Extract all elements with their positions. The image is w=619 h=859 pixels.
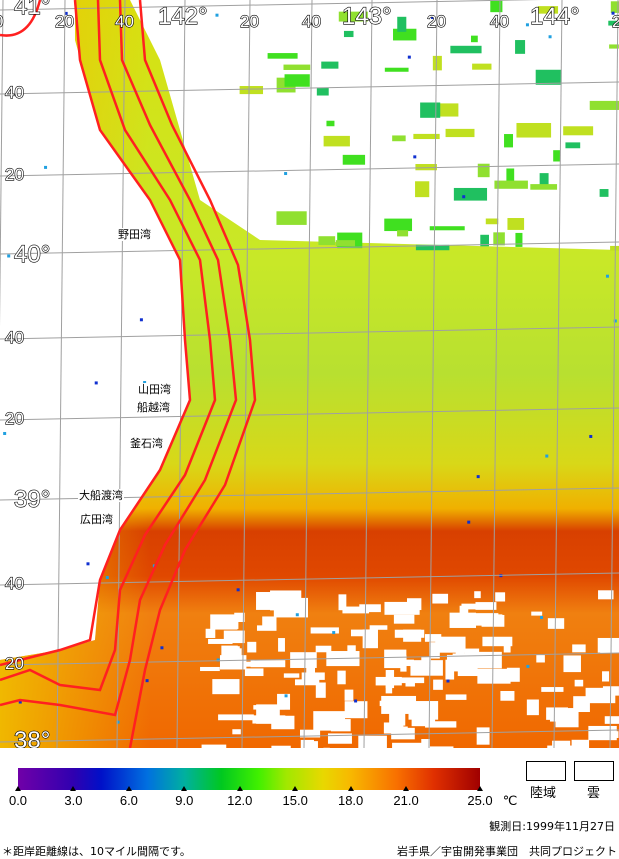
longitude-label: 20 <box>55 12 74 31</box>
temperature-colorbar <box>18 768 480 790</box>
colorbar-tick <box>348 786 354 791</box>
colorbar-tick <box>237 786 243 791</box>
colorbar-tick <box>403 786 409 791</box>
land-legend-swatch <box>526 761 566 781</box>
latitude-label: 20 <box>5 165 24 184</box>
colorbar-tick-label: 12.0 <box>227 793 252 808</box>
colorbar-tick <box>70 786 76 791</box>
colorbar-tick-label: 6.0 <box>120 793 138 808</box>
colorbar-tick-label: 18.0 <box>338 793 363 808</box>
latitude-label: 41° <box>14 0 50 20</box>
longitude-line <box>57 0 65 748</box>
colorbar-tick <box>126 786 132 791</box>
colorbar-tick-label: 9.0 <box>175 793 193 808</box>
cloud-legend-label: 雲 <box>587 782 600 801</box>
latitude-label: 40° <box>14 241 50 268</box>
colorbar-tick-label: 25.0 <box>467 793 492 808</box>
colorbar-tick <box>181 786 187 791</box>
latitude-label: 39° <box>14 486 50 513</box>
colorbar-tick-label: 3.0 <box>64 793 82 808</box>
coastal-warm-band <box>0 0 300 748</box>
colorbar-unit: ℃ <box>503 793 518 809</box>
latitude-label: 40 <box>5 328 24 347</box>
latitude-label: 40 <box>5 574 24 593</box>
longitude-line <box>0 0 3 748</box>
latitude-label: 20 <box>5 654 24 673</box>
longitude-label: 20 <box>427 12 446 31</box>
latitude-label: 40 <box>5 83 24 102</box>
colorbar-tick <box>477 786 483 791</box>
bay-label-kamaishi: 釜石湾 <box>129 437 164 450</box>
longitude-label: 20 <box>240 12 259 31</box>
colorbar-tick <box>15 786 21 791</box>
sea-surface <box>0 0 619 748</box>
bay-label-yamada: 山田湾 <box>137 383 172 396</box>
land-legend-label: 陸域 <box>530 782 556 801</box>
bay-label-noda: 野田湾 <box>117 228 152 241</box>
longitude-label: 2 <box>612 12 619 31</box>
colorbar-tick <box>292 786 298 791</box>
contour-note: ＊距岸距離線は、10マイル間隔です。 <box>2 843 191 859</box>
longitude-label: 143° <box>342 3 392 30</box>
bay-label-funakoshi: 船越湾 <box>136 401 171 414</box>
latitude-line <box>0 164 619 176</box>
colorbar-tick-label: 0.0 <box>9 793 27 808</box>
sst-map: 41° 40 20 40° 40 20 39° 40 20 38° 0 20 40 142° 20 40 143… <box>0 0 619 748</box>
latitude-label: 38° <box>14 727 50 748</box>
colorbar-tick-label: 21.0 <box>393 793 418 808</box>
credit: 岩手県／宇宙開発事業団 共同プロジェクト <box>397 843 617 859</box>
colorbar-tick-label: 15.0 <box>283 793 308 808</box>
latitude-label: 20 <box>5 409 24 428</box>
longitude-label: 40 <box>490 12 509 31</box>
bay-label-ofunato: 大船渡湾 <box>78 489 124 502</box>
bay-label-hirota: 広田湾 <box>79 513 114 526</box>
longitude-label: 40 <box>302 12 321 31</box>
longitude-label: 40 <box>115 12 134 31</box>
observation-date: 観測日:1999年11月27日 <box>489 818 615 834</box>
longitude-label: 142° <box>158 3 208 30</box>
longitude-label: 144° <box>530 3 580 30</box>
cloud-legend-swatch <box>574 761 614 781</box>
longitude-label: 0 <box>0 12 3 31</box>
